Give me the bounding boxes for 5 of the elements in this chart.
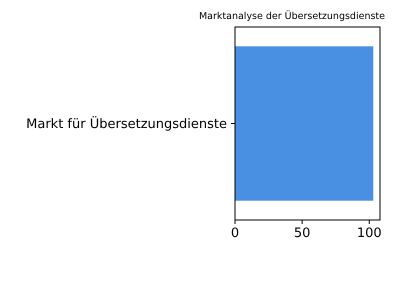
chart-title: Marktanalyse der Übersetzungsdienste [198, 10, 386, 22]
x-tick-label: 100 [356, 226, 382, 241]
x-tick-label: 0 [230, 226, 240, 241]
y-tick-label: Markt für Übersetzungsdienste [26, 116, 227, 132]
x-tick-label: 50 [294, 226, 310, 241]
